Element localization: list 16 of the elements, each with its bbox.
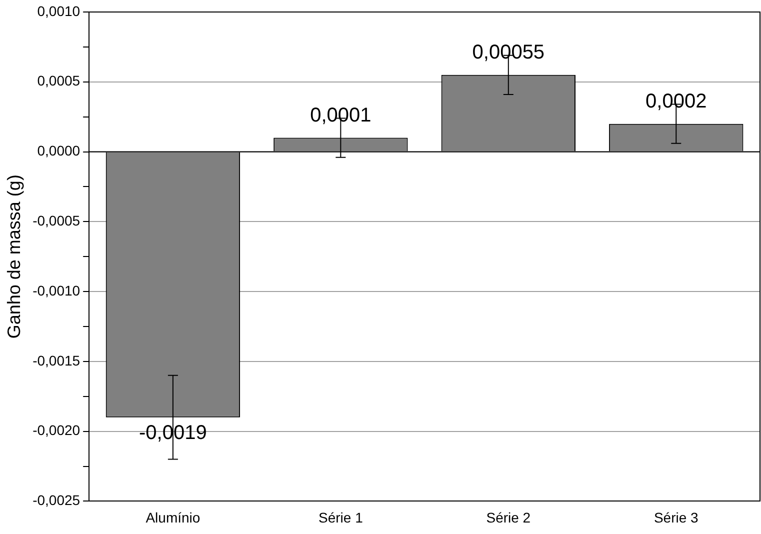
y-tick-label: 0,0005 [37, 72, 80, 89]
x-tick-label: Série 2 [486, 509, 531, 526]
x-tick-label: Série 3 [654, 509, 699, 526]
data-label: 0,00055 [472, 41, 545, 64]
y-tick-label: -0,0010 [32, 282, 80, 298]
data-label: 0,0002 [646, 90, 707, 112]
y-axis-title: Ganho de massa (g) [4, 174, 24, 339]
y-tick-label: 0,0010 [37, 2, 80, 19]
y-tick-label: 0,0000 [37, 142, 80, 159]
y-tick-label: -0,0015 [32, 352, 80, 368]
y-tick-label: -0,0020 [32, 422, 80, 438]
y-tick-label: -0,0005 [32, 212, 80, 229]
y-tick-label: -0,0025 [32, 492, 80, 508]
x-tick-label: Alumínio [146, 509, 200, 526]
data-label: 0,0001 [310, 104, 372, 126]
x-tick-label: Série 1 [318, 509, 364, 526]
